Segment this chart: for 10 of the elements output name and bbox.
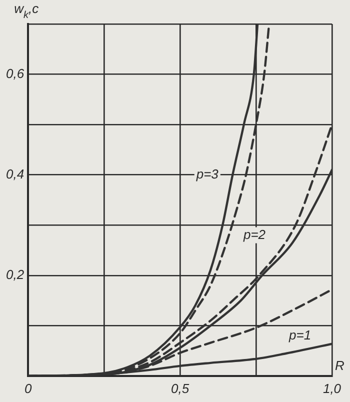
annotation: p=3 xyxy=(195,166,220,182)
x-axis-title: R xyxy=(335,358,344,374)
annotation: p=2 xyxy=(242,226,266,242)
annotation: p=1 xyxy=(288,327,312,342)
y-tick-label: 0,6 xyxy=(6,66,25,81)
y-tick-label: 0,4 xyxy=(6,166,24,182)
x-tick-label: 1,0 xyxy=(322,381,342,396)
x-tick-label: 0 xyxy=(24,381,32,396)
y-tick-label: 0,2 xyxy=(6,267,25,282)
x-tick-label: 0,5 xyxy=(170,381,190,396)
